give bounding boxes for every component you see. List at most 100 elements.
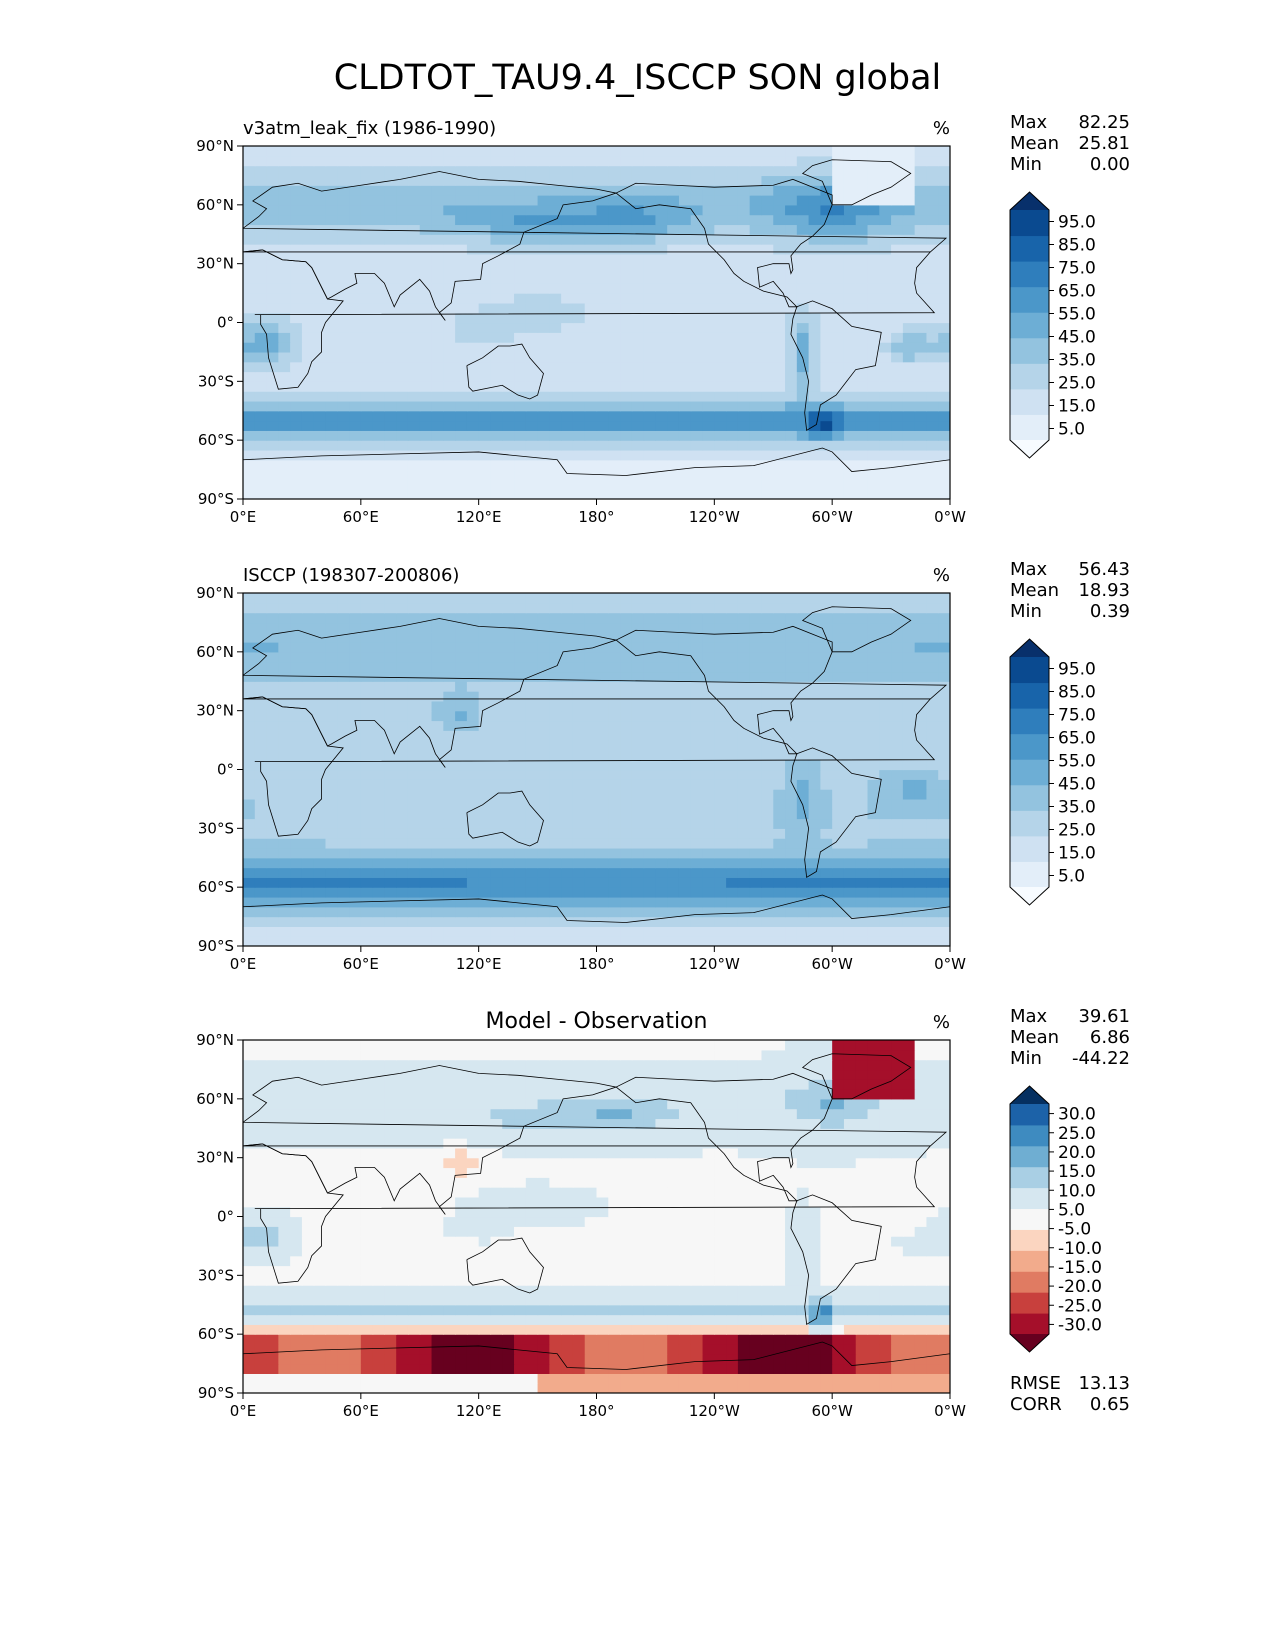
field-cell	[243, 1353, 256, 1365]
field-cell	[773, 195, 786, 206]
field-cell	[325, 1304, 338, 1316]
field-cell	[608, 1343, 621, 1355]
y-tick-label: 60°S	[198, 431, 234, 449]
field-cell	[384, 798, 397, 810]
field-cell	[902, 936, 916, 946]
field-cell	[891, 214, 904, 226]
field-cell	[761, 1343, 774, 1355]
field-cell	[313, 730, 327, 741]
field-cell	[561, 1363, 574, 1374]
field-cell	[714, 789, 727, 800]
field-cell	[561, 642, 574, 653]
field-cell	[278, 214, 291, 226]
field-cell	[384, 165, 397, 177]
field-cell	[643, 312, 657, 324]
field-cell	[891, 253, 904, 265]
field-cell	[832, 204, 845, 216]
field-cell	[737, 632, 751, 643]
field-cell	[667, 410, 680, 422]
field-cell	[396, 1324, 409, 1335]
field-cell	[938, 175, 950, 186]
field-cell	[372, 322, 385, 333]
field-cell	[608, 146, 621, 157]
field-cell	[678, 489, 692, 499]
field-cell	[808, 691, 821, 702]
field-cell	[914, 342, 928, 353]
field-cell	[891, 926, 904, 937]
field-cell	[455, 936, 468, 946]
field-cell	[843, 165, 857, 177]
field-cell	[349, 440, 362, 451]
field-cell	[337, 155, 350, 167]
field-cell	[690, 1363, 704, 1374]
field-cell	[832, 602, 845, 614]
field-cell	[832, 720, 845, 731]
field-cell	[596, 926, 609, 937]
field-cell	[384, 681, 397, 692]
field-cell	[266, 906, 279, 918]
field-cell	[808, 642, 821, 653]
field-cell	[879, 681, 892, 692]
field-cell	[372, 691, 385, 702]
field-cell	[290, 789, 303, 800]
field-cell	[855, 342, 869, 353]
field-cell	[631, 1383, 645, 1393]
field-cell	[785, 691, 798, 702]
field-cell	[431, 700, 444, 712]
field-cell	[938, 671, 950, 682]
field-cell	[431, 867, 444, 878]
field-cell	[843, 224, 857, 235]
field-cell	[337, 165, 350, 177]
field-cell	[502, 651, 515, 663]
field-cell	[419, 185, 433, 196]
field-cell	[266, 896, 279, 908]
field-cell	[431, 720, 444, 731]
field-cell	[608, 351, 621, 363]
field-cell	[749, 769, 763, 780]
field-cell	[407, 351, 421, 363]
field-cell	[254, 867, 268, 878]
field-cell	[572, 720, 586, 731]
field-cell	[349, 887, 362, 898]
field-cell	[714, 906, 727, 918]
field-cell	[702, 740, 715, 751]
field-cell	[843, 185, 857, 196]
x-tick-label: 180°	[578, 955, 614, 973]
field-cell	[678, 342, 692, 353]
field-cell	[631, 263, 645, 275]
field-cell	[820, 175, 833, 186]
field-cell	[596, 146, 609, 157]
field-cell	[266, 391, 279, 402]
field-cell	[737, 1324, 751, 1335]
field-cell	[278, 420, 291, 431]
field-cell	[761, 146, 774, 157]
field-cell	[926, 740, 939, 751]
field-cell	[902, 420, 916, 431]
field-cell	[537, 469, 550, 480]
field-cell	[926, 857, 939, 869]
field-cell	[620, 877, 633, 888]
field-cell	[938, 828, 950, 839]
field-cell	[891, 195, 904, 206]
field-cell	[384, 612, 397, 624]
field-cell	[843, 602, 857, 614]
field-cell	[761, 632, 774, 643]
field-cell	[855, 1343, 869, 1355]
field-cell	[466, 1304, 480, 1316]
field-cell	[785, 204, 798, 216]
field-cell	[431, 283, 444, 294]
field-cell	[384, 769, 397, 780]
field-cell	[396, 361, 409, 373]
field-cell	[855, 661, 869, 673]
field-cell	[643, 857, 657, 869]
field-cell	[490, 632, 503, 643]
field-cell	[891, 204, 904, 216]
field-cell	[431, 896, 444, 908]
field-cell	[726, 681, 739, 692]
field-cell	[761, 400, 774, 412]
field-cell	[290, 749, 303, 761]
field-cell	[678, 808, 692, 820]
field-cell	[561, 622, 574, 633]
field-cell	[549, 857, 562, 869]
field-cell	[384, 916, 397, 927]
